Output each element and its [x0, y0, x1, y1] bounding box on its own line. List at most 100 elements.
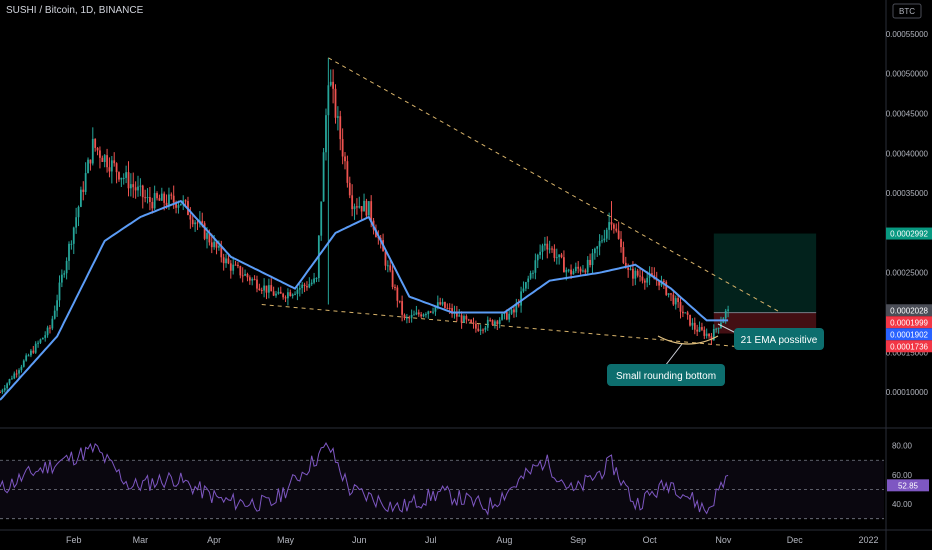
candle-body[interactable]: [177, 205, 180, 208]
trendline[interactable]: [328, 57, 781, 313]
candle-body[interactable]: [289, 292, 292, 297]
candle-body[interactable]: [137, 186, 139, 191]
candle-body[interactable]: [165, 202, 168, 206]
candle-body[interactable]: [477, 328, 480, 331]
candle-body[interactable]: [715, 328, 718, 330]
candle-body[interactable]: [275, 293, 277, 296]
candle-body[interactable]: [577, 266, 580, 269]
ema-21-line[interactable]: [0, 199, 729, 401]
ema-21-series[interactable]: [0, 199, 729, 401]
candle-body[interactable]: [615, 228, 618, 231]
candle-body[interactable]: [248, 277, 251, 281]
candle-body[interactable]: [696, 329, 699, 332]
candle-body[interactable]: [674, 298, 677, 305]
candle-body[interactable]: [244, 274, 246, 276]
candle-body[interactable]: [260, 290, 263, 292]
candle-body[interactable]: [486, 319, 489, 328]
candle-body[interactable]: [517, 304, 520, 306]
candle-body[interactable]: [570, 269, 572, 275]
candle-body[interactable]: [351, 195, 354, 210]
candle-body[interactable]: [515, 304, 518, 313]
candle-body[interactable]: [624, 262, 627, 268]
candle-body[interactable]: [27, 355, 30, 357]
candle-body[interactable]: [227, 258, 230, 264]
candle-body[interactable]: [527, 278, 530, 283]
candle-body[interactable]: [56, 300, 59, 311]
candle-body[interactable]: [322, 152, 325, 202]
candle-body[interactable]: [672, 294, 675, 305]
candle-body[interactable]: [724, 310, 727, 319]
candle-body[interactable]: [272, 291, 275, 296]
candle-body[interactable]: [108, 167, 111, 172]
candle-body[interactable]: [667, 293, 670, 295]
candle-body[interactable]: [75, 217, 78, 228]
candle-body[interactable]: [320, 201, 323, 236]
candle-body[interactable]: [113, 160, 116, 164]
candle-body[interactable]: [498, 319, 501, 324]
candle-body[interactable]: [444, 302, 446, 308]
candle-body[interactable]: [32, 350, 35, 353]
candle-body[interactable]: [646, 277, 649, 283]
candle-body[interactable]: [467, 319, 470, 321]
candle-body[interactable]: [70, 243, 73, 245]
candle-body[interactable]: [572, 271, 575, 275]
currency-badge-box[interactable]: [892, 3, 922, 19]
candle-body[interactable]: [151, 201, 154, 209]
candle-body[interactable]: [439, 302, 442, 305]
candle-body[interactable]: [701, 327, 703, 330]
candle-body[interactable]: [341, 139, 344, 157]
candle-body[interactable]: [639, 275, 641, 277]
candle-body[interactable]: [465, 316, 468, 320]
candle-body[interactable]: [325, 115, 327, 153]
candle-body[interactable]: [627, 267, 630, 270]
candle-body[interactable]: [270, 285, 273, 292]
candle-body[interactable]: [605, 229, 608, 239]
candle-body[interactable]: [213, 241, 216, 248]
candle-body[interactable]: [455, 311, 458, 317]
candle-body[interactable]: [565, 269, 568, 273]
candle-body[interactable]: [353, 206, 356, 210]
candle-body[interactable]: [132, 184, 135, 188]
candle-body[interactable]: [3, 388, 6, 391]
candle-body[interactable]: [474, 323, 477, 329]
candle-body[interactable]: [146, 197, 149, 199]
candle-body[interactable]: [522, 288, 525, 292]
candle-body[interactable]: [501, 313, 503, 320]
candle-body[interactable]: [348, 182, 351, 196]
candle-body[interactable]: [693, 322, 696, 330]
position-profit-zone[interactable]: [713, 233, 817, 313]
candle-body[interactable]: [203, 223, 206, 239]
candle-body[interactable]: [284, 297, 287, 299]
candle-body[interactable]: [87, 159, 89, 174]
candle-body[interactable]: [427, 311, 430, 315]
candle-body[interactable]: [598, 241, 601, 247]
candle-body[interactable]: [303, 284, 306, 287]
candle-body[interactable]: [298, 288, 301, 290]
candle-body[interactable]: [129, 184, 132, 189]
candle-body[interactable]: [10, 378, 13, 380]
candle-body[interactable]: [265, 285, 268, 293]
candle-body[interactable]: [670, 293, 672, 295]
candle-body[interactable]: [636, 270, 639, 276]
candle-body[interactable]: [520, 291, 522, 306]
candle-body[interactable]: [436, 302, 439, 307]
candle-body[interactable]: [163, 193, 166, 203]
candle-body[interactable]: [294, 293, 296, 295]
candle-body[interactable]: [472, 322, 475, 324]
candle-body[interactable]: [218, 245, 220, 248]
candle-body[interactable]: [1, 390, 4, 393]
candle-body[interactable]: [658, 280, 660, 286]
candle-body[interactable]: [691, 322, 694, 326]
candle-body[interactable]: [208, 232, 211, 243]
candle-body[interactable]: [127, 172, 130, 189]
candle-body[interactable]: [705, 333, 708, 336]
candle-body[interactable]: [484, 327, 487, 330]
candle-body[interactable]: [534, 260, 537, 273]
candle-body[interactable]: [582, 270, 584, 272]
candle-body[interactable]: [46, 327, 49, 336]
candle-body[interactable]: [189, 214, 192, 220]
candle-body[interactable]: [215, 241, 218, 248]
candle-body[interactable]: [405, 317, 408, 319]
candle-body[interactable]: [643, 280, 646, 283]
candle-body[interactable]: [553, 248, 556, 258]
